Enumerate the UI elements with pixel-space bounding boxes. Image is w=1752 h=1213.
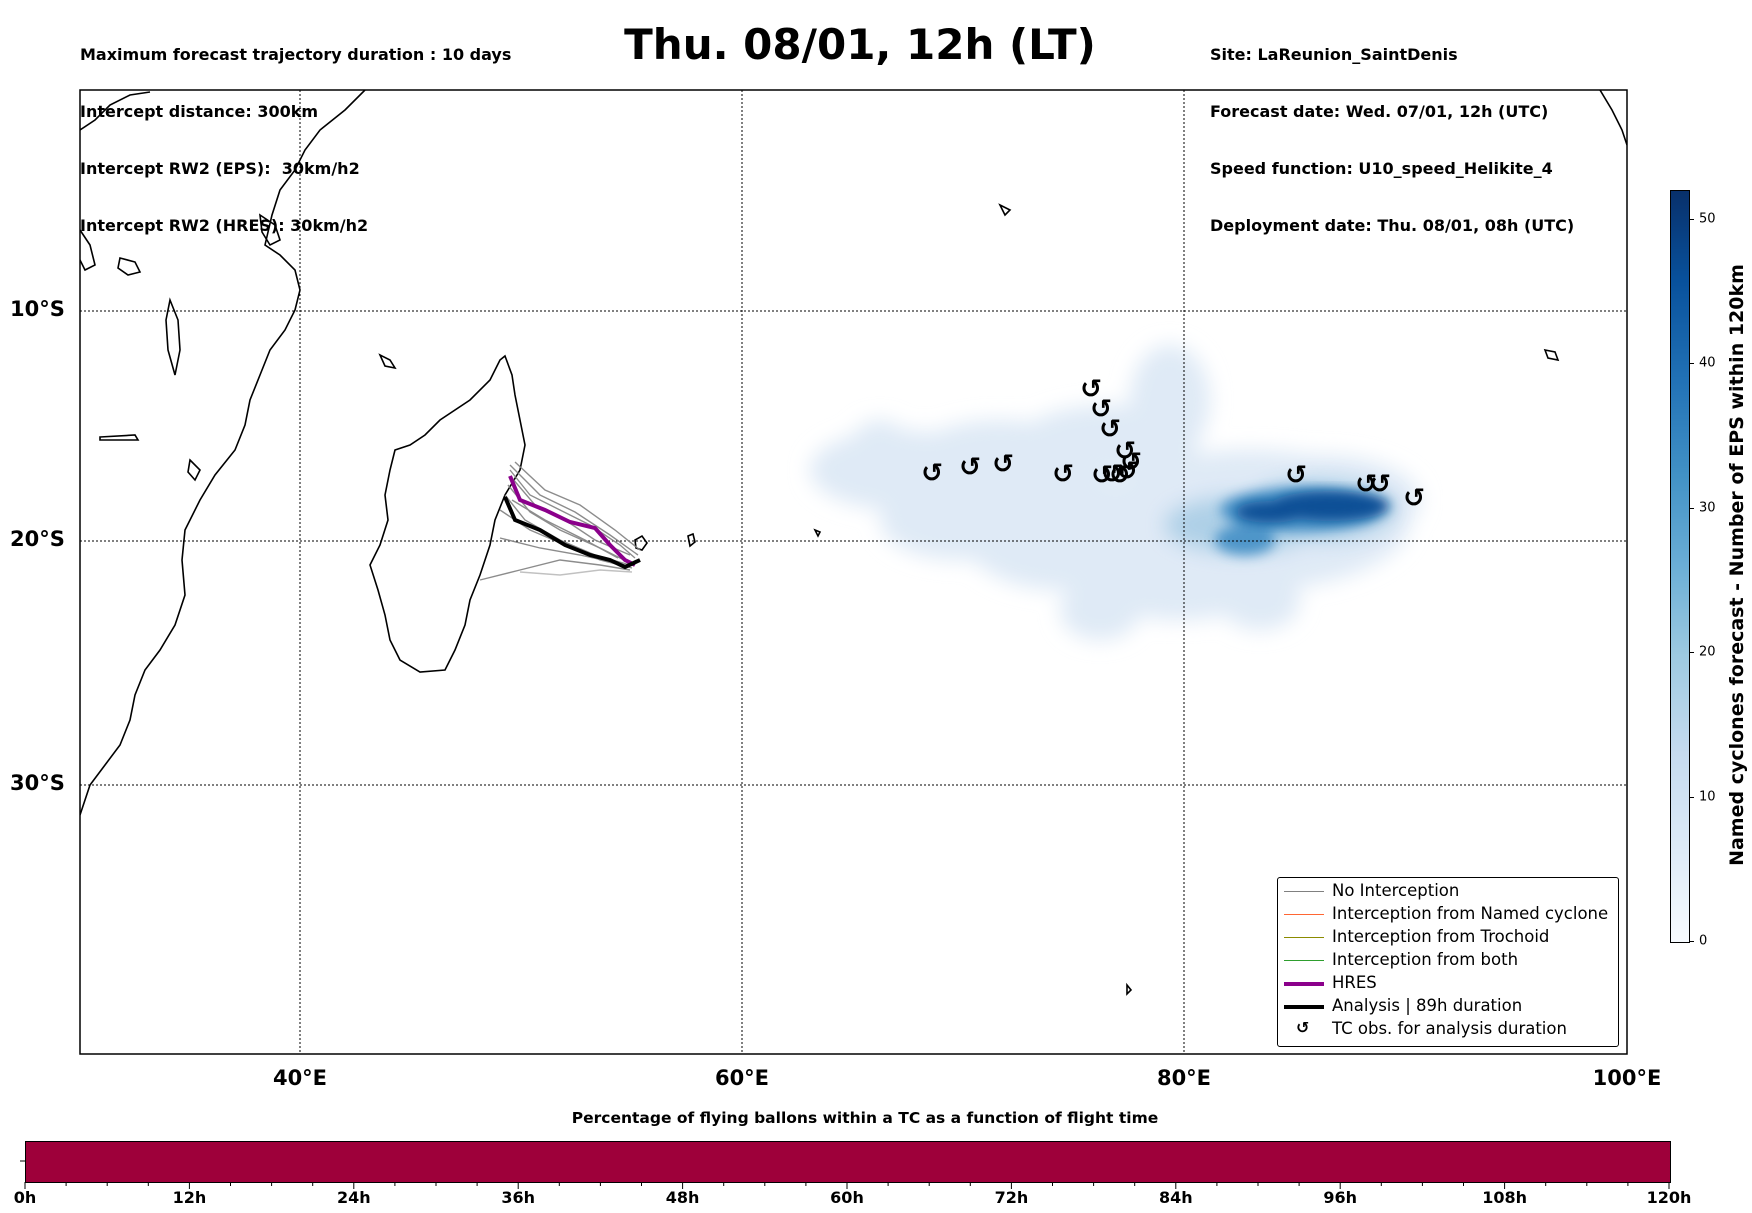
tc-obs-marker: ↺ <box>959 453 981 483</box>
flight-time-tick-label: 72h <box>994 1188 1029 1207</box>
flight-time-tick-label: 60h <box>830 1188 864 1207</box>
info-line: Maximum forecast trajectory duration : 1… <box>80 45 512 64</box>
colorbar-tick <box>1689 218 1694 220</box>
tc-obs-marker: ↺ <box>1090 395 1112 425</box>
tc-obs-marker: ↺ <box>1355 470 1377 500</box>
map-frame <box>79 89 1628 1055</box>
info-line: Site: LaReunion_SaintDenis <box>1210 45 1458 64</box>
legend-item-named-cyclone: Interception from Named cyclone <box>1278 904 1618 926</box>
flight-time-tick-label: 48h <box>665 1188 700 1207</box>
info-line: Speed function: U10_speed_Helikite_4 <box>1210 159 1553 178</box>
legend-swatch <box>1284 914 1324 915</box>
tc-obs-marker: ↺ <box>1120 448 1142 478</box>
flight-time-tick-label: 24h <box>336 1188 371 1207</box>
info-line: Forecast date: Wed. 07/01, 12h (UTC) <box>1210 102 1549 121</box>
map-title: Thu. 08/01, 12h (LT) <box>624 20 1096 69</box>
colorbar-tick-label: 30 <box>1699 500 1716 516</box>
flight-time-tick-label: 120h <box>1646 1188 1692 1207</box>
tc-obs-marker: ↺ <box>1099 415 1121 445</box>
legend-item-tc-obs: ↺ TC obs. for analysis duration <box>1278 1018 1618 1041</box>
lat-label: 20°S <box>10 527 65 551</box>
flight-time-tick-label: 96h <box>1323 1188 1358 1207</box>
legend-label: Interception from Named cyclone <box>1332 904 1609 923</box>
coastlines <box>80 90 1627 996</box>
info-line: Intercept RW2 (EPS): 30km/h2 <box>80 159 360 178</box>
flight-time-bar <box>25 1141 1671 1183</box>
tc-obs-marker: ↺ <box>1403 484 1425 514</box>
legend-item-analysis: Analysis | 89h duration <box>1278 996 1618 1018</box>
tc-obs-marker: ↺ <box>1114 437 1136 467</box>
colorbar-tick <box>1689 796 1694 798</box>
tc-symbol-icon: ↺ <box>1296 1018 1310 1037</box>
info-line: Deployment date: Thu. 08/01, 08h (UTC) <box>1210 216 1575 235</box>
legend-swatch <box>1284 982 1324 986</box>
legend-label: TC obs. for analysis duration <box>1332 1019 1567 1038</box>
colorbar-tick-label: 10 <box>1699 789 1716 805</box>
tc-obs-marker: ↺ <box>1116 457 1138 487</box>
forecast-info-right: Site: LaReunion_SaintDenis Forecast date… <box>1210 7 1574 254</box>
hres-trajectory <box>508 475 636 567</box>
legend-item-both: Interception from both <box>1278 950 1618 972</box>
flight-time-bar-title: Percentage of flying ballons within a TC… <box>571 1109 1159 1127</box>
legend-swatch <box>1284 1005 1324 1009</box>
legend-label: No Interception <box>1332 881 1460 900</box>
colorbar-tick-label: 0 <box>1699 933 1708 949</box>
tc-obs-marker: ↺ <box>1091 461 1113 491</box>
legend-item-trochoid: Interception from Trochoid <box>1278 927 1618 949</box>
cyclone-density-field <box>810 345 1420 640</box>
flight-time-tick-label: 36h <box>501 1188 536 1207</box>
gridlines <box>80 90 1627 1054</box>
colorbar-tick-label: 40 <box>1699 355 1716 371</box>
flight-time-tick-label: 84h <box>1158 1188 1193 1207</box>
colorbar-tick-label: 20 <box>1699 644 1716 660</box>
tc-obs-marker: ↺ <box>1101 460 1123 490</box>
analysis-trajectory <box>503 496 641 570</box>
colorbar-tick-label: 50 <box>1699 211 1716 227</box>
colorbar-tick <box>1689 941 1694 942</box>
legend-swatch <box>1284 960 1324 961</box>
legend-label: Interception from Trochoid <box>1332 927 1550 946</box>
tc-obs-marker: ↺ <box>1285 461 1307 491</box>
flight-time-tick-label: 12h <box>172 1188 207 1207</box>
lat-label: 10°S <box>10 297 65 321</box>
lon-label: 40°E <box>272 1066 328 1090</box>
forecast-info-left: Maximum forecast trajectory duration : 1… <box>80 7 511 254</box>
tc-obs-marker: ↺ <box>921 459 943 489</box>
colorbar-tick <box>1689 507 1694 509</box>
legend-label: Interception from both <box>1332 950 1519 969</box>
tc-obs-markers: ↺↺↺↺↺↺↺↺↺↺↺↺↺ ↺ ↺↺ ↺ <box>921 375 1425 514</box>
lon-label: 100°E <box>1592 1066 1662 1090</box>
legend-item-hres: HRES <box>1278 973 1618 995</box>
colorbar-tick <box>1689 652 1694 654</box>
tc-obs-marker: ↺ <box>992 450 1014 480</box>
lat-label: 30°S <box>10 771 65 795</box>
map-legend: No Interception Interception from Named … <box>1277 877 1619 1047</box>
density-colorbar <box>1670 190 1690 943</box>
flight-time-tick-label: 108h <box>1482 1188 1527 1207</box>
lon-label: 60°E <box>714 1066 770 1090</box>
info-line: Intercept distance: 300km <box>80 102 319 121</box>
legend-swatch <box>1284 937 1324 938</box>
tc-obs-marker: ↺ <box>1080 375 1102 405</box>
legend-label: HRES <box>1332 973 1377 992</box>
legend-item-no-interception: No Interception <box>1278 881 1618 903</box>
tc-obs-marker: ↺ <box>1109 461 1131 491</box>
tc-obs-marker: ↺ <box>1052 460 1074 490</box>
colorbar-tick <box>1689 363 1694 365</box>
legend-swatch <box>1284 891 1324 892</box>
legend-label: Analysis | 89h duration <box>1332 996 1523 1015</box>
lon-label: 80°E <box>1156 1066 1212 1090</box>
tc-obs-marker: ↺ <box>1369 470 1391 500</box>
flight-time-tick-label: 0h <box>13 1188 37 1207</box>
colorbar-title: Named cyclones forecast - Number of EPS … <box>1726 264 1748 866</box>
